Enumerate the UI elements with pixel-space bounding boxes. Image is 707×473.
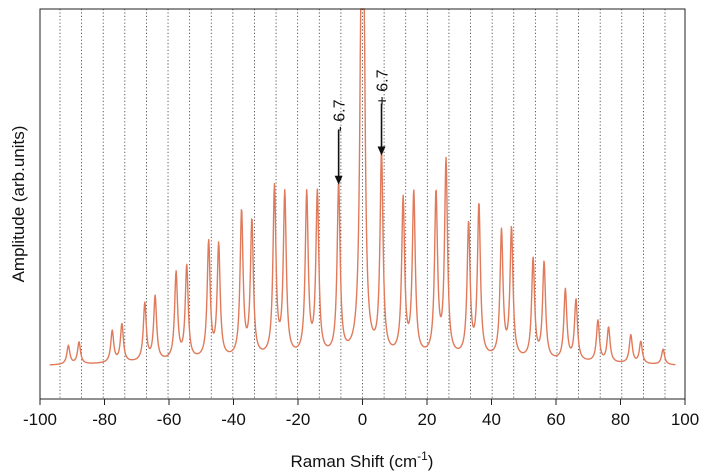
x-tick-label-7: 40 <box>482 410 501 429</box>
x-tick-label-8: 60 <box>547 410 566 429</box>
x-axis-ticks: -100 -80 -60 -40 -20 0 20 40 60 80 100 <box>23 399 699 429</box>
vertical-grid-lines <box>59 9 666 399</box>
x-axis-label: Raman Shift (cm-1) <box>291 449 434 471</box>
x-tick-label-10: 100 <box>671 410 699 429</box>
x-tick-label-1: -80 <box>92 410 117 429</box>
x-axis-label-close: ) <box>428 452 434 471</box>
x-tick-label-5: 0 <box>358 410 367 429</box>
x-tick-label-2: -60 <box>157 410 182 429</box>
x-axis-label-main: Raman Shift (cm <box>291 452 418 471</box>
x-tick-label-9: 80 <box>611 410 630 429</box>
annotation-label-0: - 6.7 <box>332 99 349 131</box>
annotation-arrow-head-0 <box>334 175 343 185</box>
x-tick-label-0: -100 <box>23 410 57 429</box>
y-axis-label: Amplitude (arb.units) <box>9 126 28 283</box>
annotation-label-1: + 6.7 <box>375 69 392 105</box>
x-tick-label-6: 20 <box>418 410 437 429</box>
x-axis-label-superscript: -1 <box>417 449 428 463</box>
shift-annotations: - 6.7 + 6.7 <box>332 69 392 185</box>
annotation-arrow-head-1 <box>377 146 386 156</box>
x-tick-label-3: -40 <box>221 410 246 429</box>
x-tick-label-4: -20 <box>286 410 311 429</box>
